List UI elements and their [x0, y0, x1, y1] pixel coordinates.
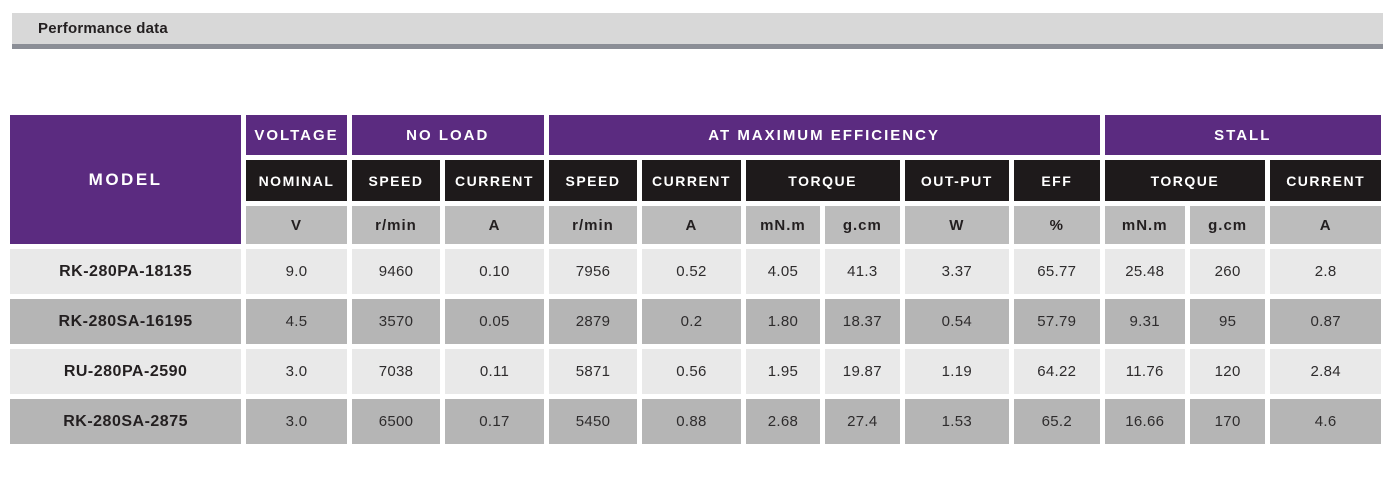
value-cell: 3.0 [246, 399, 347, 444]
section-title-underline [12, 44, 1383, 49]
unit-cell: W [904, 206, 1010, 244]
value-cell: 9.31 [1104, 299, 1185, 344]
unit-cell: A [445, 206, 544, 244]
unit-cell: mN.m [1104, 206, 1185, 244]
subheader-maxeff-torque: TORQUE [745, 160, 900, 201]
value-cell: 2.84 [1270, 349, 1381, 394]
value-cell: 4.6 [1270, 399, 1381, 444]
value-cell: 2.68 [745, 399, 821, 444]
value-cell: 7956 [548, 249, 638, 294]
unit-cell: g.cm [1189, 206, 1266, 244]
unit-cell: mN.m [745, 206, 821, 244]
unit-cell: r/min [548, 206, 638, 244]
section-header: Performance data [12, 13, 1383, 49]
value-cell: 7038 [351, 349, 441, 394]
value-cell: 3570 [351, 299, 441, 344]
subheader-output: OUT-PUT [904, 160, 1010, 201]
subheader-eff: EFF [1014, 160, 1100, 201]
subheader-stall-torque: TORQUE [1104, 160, 1266, 201]
value-cell: 64.22 [1014, 349, 1100, 394]
value-cell: 9.0 [246, 249, 347, 294]
value-cell: 0.05 [445, 299, 544, 344]
unit-cell: A [1270, 206, 1381, 244]
value-cell: 1.80 [745, 299, 821, 344]
table-row: RK-280SA-2875 3.0 6500 0.17 5450 0.88 2.… [10, 399, 1381, 444]
unit-cell: g.cm [825, 206, 900, 244]
value-cell: 0.11 [445, 349, 544, 394]
value-cell: 16.66 [1104, 399, 1185, 444]
unit-row: V r/min A r/min A mN.m g.cm W % mN.m g.c… [10, 206, 1381, 244]
group-header-model: MODEL [10, 115, 242, 244]
subheader-nominal: NOMINAL [246, 160, 347, 201]
value-cell: 3.37 [904, 249, 1010, 294]
subheader-maxeff-current: CURRENT [642, 160, 741, 201]
group-header-voltage: VOLTAGE [246, 115, 347, 155]
value-cell: 0.52 [642, 249, 741, 294]
subheader-stall-current: CURRENT [1270, 160, 1381, 201]
value-cell: 5450 [548, 399, 638, 444]
value-cell: 57.79 [1014, 299, 1100, 344]
value-cell: 0.88 [642, 399, 741, 444]
subheader-noload-current: CURRENT [445, 160, 544, 201]
unit-cell: % [1014, 206, 1100, 244]
value-cell: 19.87 [825, 349, 900, 394]
performance-table-container: MODEL VOLTAGE NO LOAD AT MAXIMUM EFFICIE… [5, 110, 1386, 449]
table-row: RK-280SA-16195 4.5 3570 0.05 2879 0.2 1.… [10, 299, 1381, 344]
table-row: RU-280PA-2590 3.0 7038 0.11 5871 0.56 1.… [10, 349, 1381, 394]
value-cell: 1.95 [745, 349, 821, 394]
subheader-maxeff-speed: SPEED [548, 160, 638, 201]
value-cell: 65.77 [1014, 249, 1100, 294]
page-title: Performance data [38, 20, 168, 37]
group-header-max-efficiency: AT MAXIMUM EFFICIENCY [548, 115, 1100, 155]
value-cell: 6500 [351, 399, 441, 444]
unit-cell: A [642, 206, 741, 244]
value-cell: 0.10 [445, 249, 544, 294]
group-header-no-load: NO LOAD [351, 115, 544, 155]
value-cell: 11.76 [1104, 349, 1185, 394]
unit-cell: r/min [351, 206, 441, 244]
value-cell: 9460 [351, 249, 441, 294]
value-cell: 25.48 [1104, 249, 1185, 294]
value-cell: 65.2 [1014, 399, 1100, 444]
value-cell: 1.53 [904, 399, 1010, 444]
model-cell: RK-280SA-16195 [10, 299, 242, 344]
value-cell: 2879 [548, 299, 638, 344]
performance-table: MODEL VOLTAGE NO LOAD AT MAXIMUM EFFICIE… [5, 110, 1386, 449]
value-cell: 41.3 [825, 249, 900, 294]
value-cell: 95 [1189, 299, 1266, 344]
value-cell: 0.2 [642, 299, 741, 344]
value-cell: 5871 [548, 349, 638, 394]
model-cell: RK-280PA-18135 [10, 249, 242, 294]
value-cell: 18.37 [825, 299, 900, 344]
value-cell: 4.05 [745, 249, 821, 294]
value-cell: 120 [1189, 349, 1266, 394]
subheader-noload-speed: SPEED [351, 160, 441, 201]
value-cell: 3.0 [246, 349, 347, 394]
value-cell: 0.56 [642, 349, 741, 394]
section-title-bar: Performance data [12, 13, 1383, 44]
value-cell: 2.8 [1270, 249, 1381, 294]
value-cell: 4.5 [246, 299, 347, 344]
value-cell: 260 [1189, 249, 1266, 294]
unit-cell: V [246, 206, 347, 244]
value-cell: 1.19 [904, 349, 1010, 394]
value-cell: 0.87 [1270, 299, 1381, 344]
value-cell: 27.4 [825, 399, 900, 444]
table-row: RK-280PA-18135 9.0 9460 0.10 7956 0.52 4… [10, 249, 1381, 294]
value-cell: 170 [1189, 399, 1266, 444]
group-header-row: MODEL VOLTAGE NO LOAD AT MAXIMUM EFFICIE… [10, 115, 1381, 244]
subheader-row: NOMINAL SPEED CURRENT SPEED CURRENT TORQ… [10, 160, 1381, 201]
group-header-stall: STALL [1104, 115, 1381, 155]
model-cell: RU-280PA-2590 [10, 349, 242, 394]
value-cell: 0.17 [445, 399, 544, 444]
model-cell: RK-280SA-2875 [10, 399, 242, 444]
value-cell: 0.54 [904, 299, 1010, 344]
